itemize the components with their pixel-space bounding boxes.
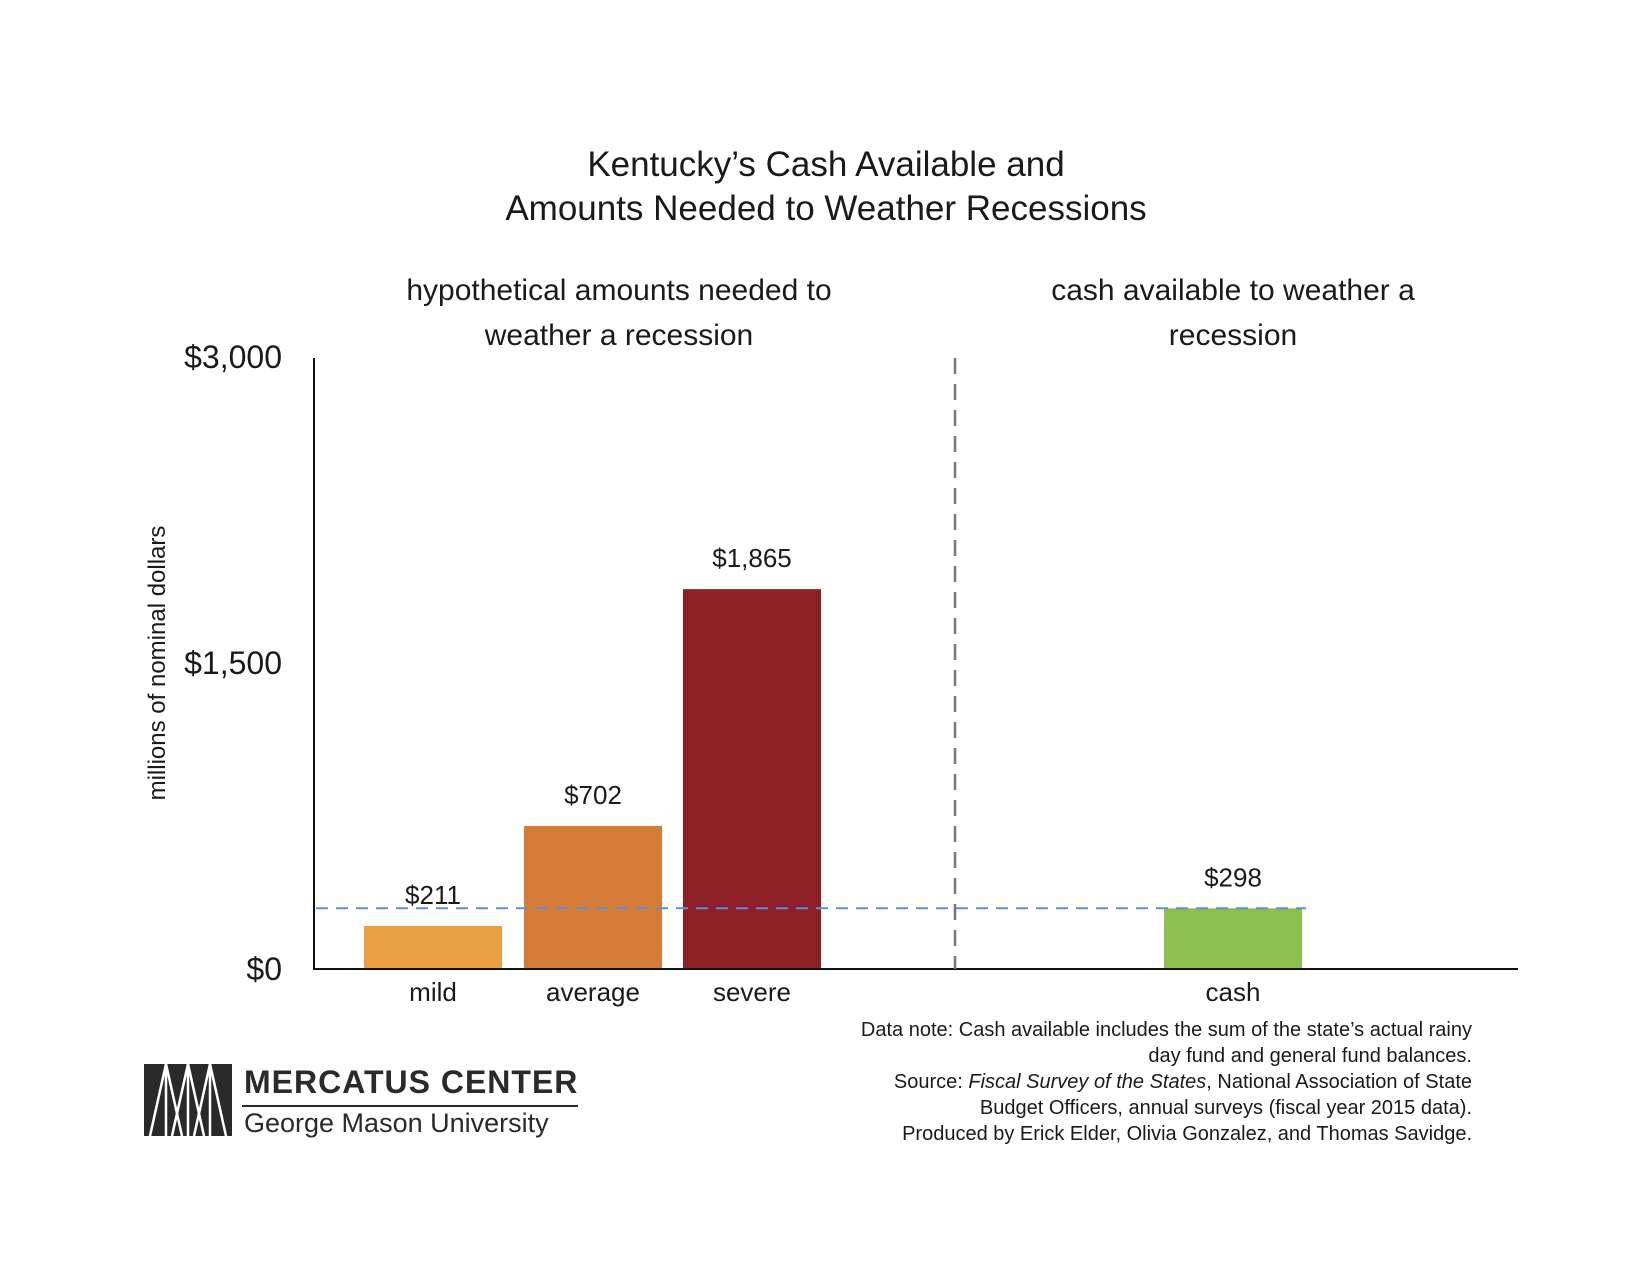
- y-tick-label-3000: $3,000: [184, 339, 282, 375]
- category-label-average: average: [546, 977, 640, 1007]
- data-note-line-1: Data note: Cash available includes the s…: [860, 1019, 1472, 1041]
- source-line-1: Source: Fiscal Survey of the States, Nat…: [792, 1069, 1472, 1095]
- section-label-cash-line-1: cash available to weather a: [1051, 274, 1415, 307]
- source-publication: Fiscal Survey of the States: [968, 1071, 1207, 1093]
- bars-layer: [364, 589, 1302, 969]
- credit-line: Produced by Erick Elder, Olivia Gonzalez…: [902, 1123, 1472, 1145]
- section-label-cash-line-2: recession: [1169, 319, 1297, 352]
- category-label-cash: cash: [1206, 977, 1261, 1007]
- labels-layer: $211 mild $702 average $1,865 severe $298 cash: [405, 543, 1262, 1007]
- value-label-average: $702: [564, 780, 622, 810]
- value-label-cash: $298: [1204, 862, 1262, 892]
- data-note-line-2: day fund and general fund balances.: [1148, 1045, 1472, 1067]
- y-tick-label-0: $0: [246, 951, 282, 987]
- y-axis-label: millions of nominal dollars: [144, 526, 171, 801]
- bar-severe: [683, 589, 821, 969]
- mercatus-logo-icon: [144, 1064, 232, 1136]
- chart-title-line-2: Amounts Needed to Weather Recessions: [505, 189, 1146, 228]
- bar-average: [524, 826, 662, 969]
- logo-divider: [242, 1105, 578, 1107]
- section-label-hypothetical-line-1: hypothetical amounts needed to: [406, 274, 831, 307]
- bar-cash: [1164, 908, 1302, 969]
- value-label-severe: $1,865: [712, 543, 792, 573]
- source-prefix: Source:: [893, 1071, 969, 1093]
- value-label-mild: $211: [405, 880, 461, 910]
- bar-mild: [364, 926, 502, 969]
- category-label-severe: severe: [713, 977, 791, 1007]
- source-line-2: Budget Officers, annual surveys (fiscal …: [979, 1097, 1472, 1119]
- mercatus-logo: MERCATUS CENTER George Mason University: [144, 1064, 584, 1144]
- source-rest: , National Association of State: [1206, 1071, 1472, 1093]
- data-note-block: Data note: Cash available includes the s…: [792, 1017, 1472, 1147]
- y-tick-label-1500: $1,500: [184, 645, 282, 681]
- logo-name: MERCATUS CENTER: [244, 1064, 579, 1100]
- chart-title-line-1: Kentucky’s Cash Available and: [587, 145, 1064, 184]
- category-label-mild: mild: [409, 977, 457, 1007]
- logo-subtitle: George Mason University: [244, 1108, 549, 1138]
- section-label-hypothetical-line-2: weather a recession: [484, 319, 753, 352]
